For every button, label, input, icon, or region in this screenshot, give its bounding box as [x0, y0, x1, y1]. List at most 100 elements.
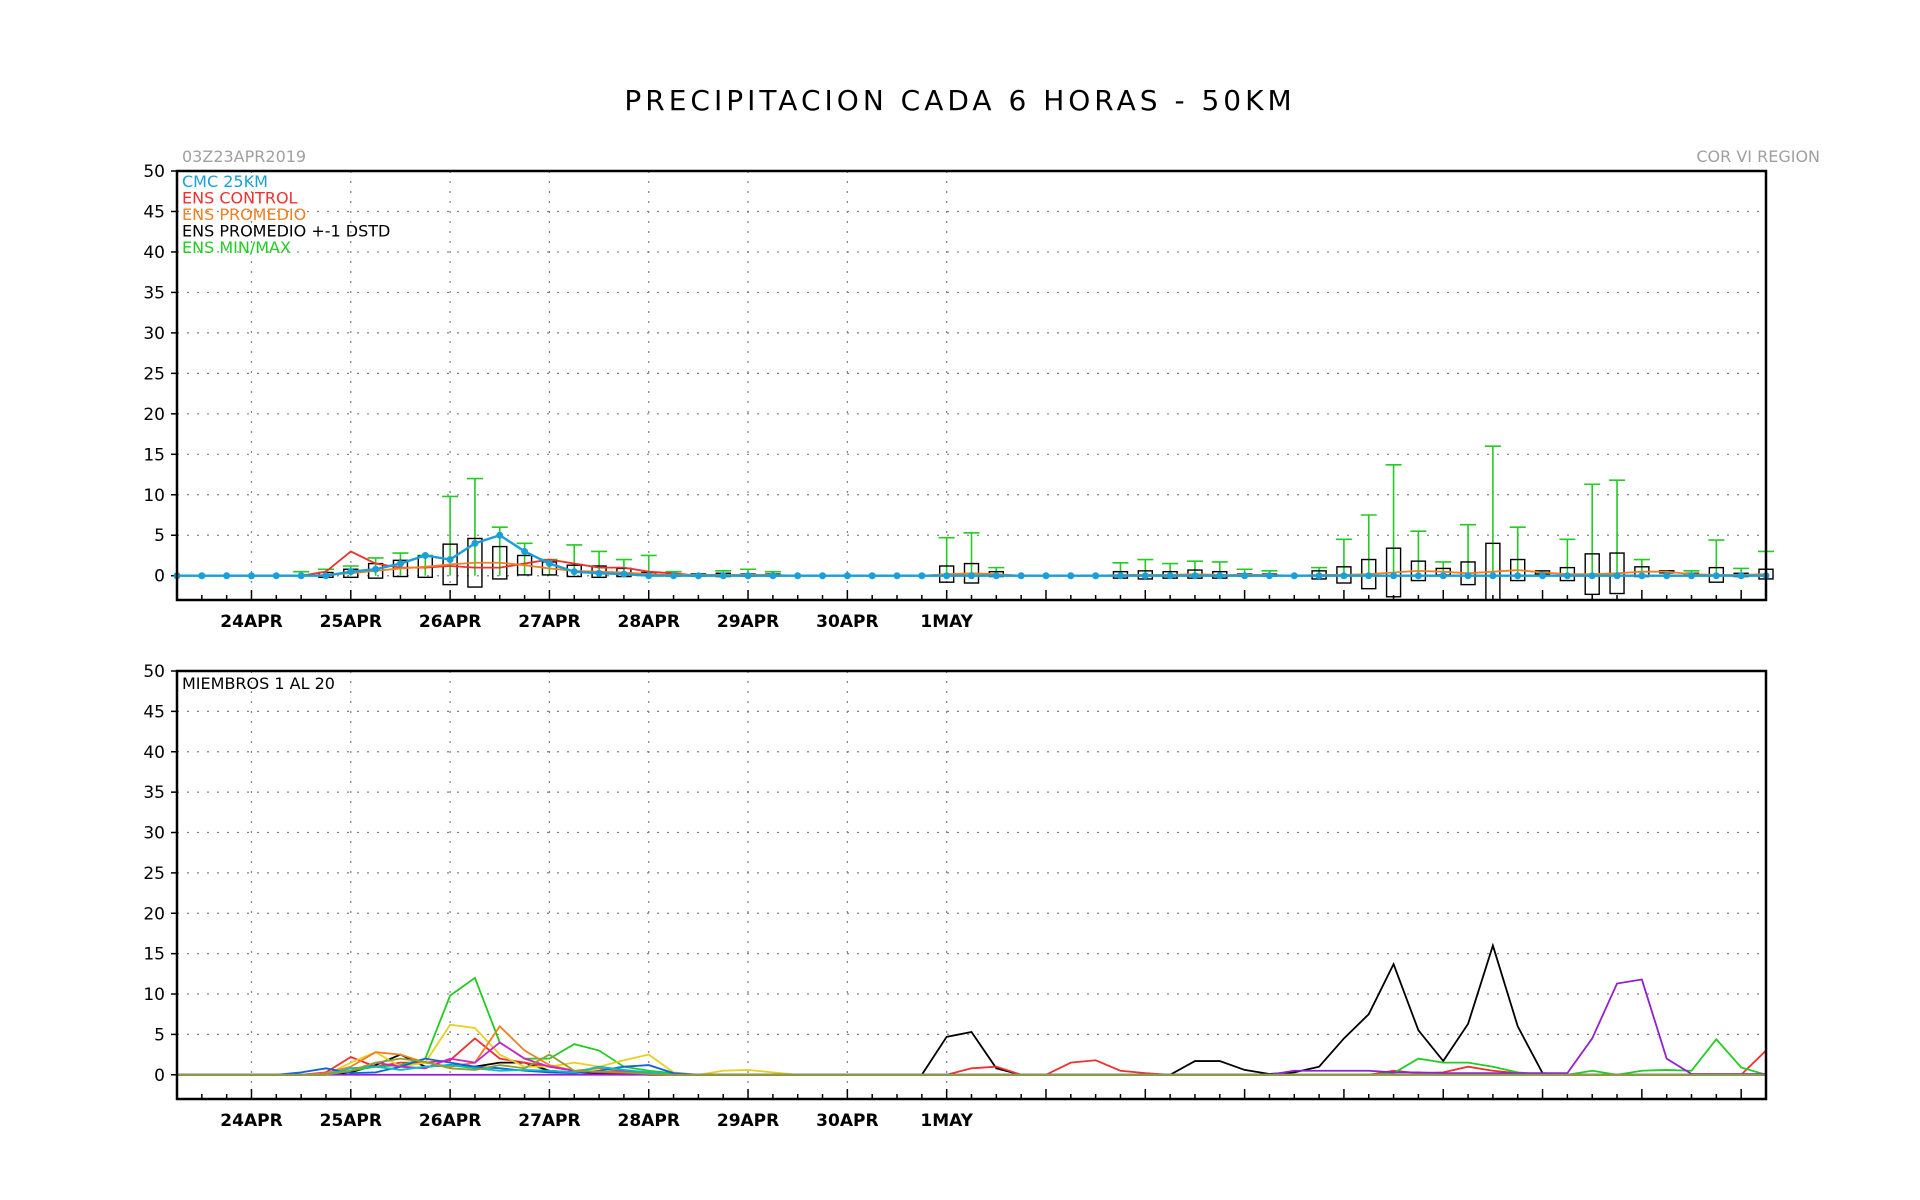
cmc-point — [1166, 572, 1174, 580]
y-tick-label: 0 — [154, 567, 165, 587]
x-tick-label: 30APR — [816, 1111, 878, 1131]
cmc-point — [1514, 572, 1522, 580]
cmc-point — [247, 572, 255, 580]
y-tick-label: 45 — [143, 702, 165, 722]
x-tick-label: 24APR — [220, 1111, 282, 1131]
plot-frame — [175, 669, 1768, 1101]
cmc-point — [1340, 572, 1348, 580]
member-line — [177, 1053, 1766, 1076]
x-tick-label: 25APR — [320, 612, 382, 632]
cmc-point — [1613, 572, 1621, 580]
cmc-point — [347, 568, 355, 576]
cmc-point — [545, 560, 553, 568]
x-tick-label: 29APR — [717, 1111, 779, 1131]
legend-entry: CMC 25KM — [182, 172, 268, 191]
cmc-point — [968, 572, 975, 580]
member-line — [177, 942, 1766, 1076]
y-tick-label: 10 — [143, 985, 165, 1005]
cmc-point — [1315, 572, 1323, 580]
ensemble-summary-panel: 0 5 10 15 20 25 30 35 40 45 50 24APR 25APR 26APR 27APR… — [143, 162, 1774, 632]
cmc-point — [1688, 572, 1696, 580]
cmc-point — [322, 572, 330, 580]
cmc-point — [1265, 572, 1273, 580]
legend-entry: ENS PROMEDIO — [182, 205, 306, 224]
cmc-point — [1737, 572, 1745, 580]
cmc-point — [1712, 572, 1720, 580]
y-tick-label: 50 — [143, 162, 165, 182]
cmc-point — [943, 572, 951, 580]
y-tick-label: 45 — [143, 202, 165, 222]
cmc-point — [1663, 572, 1671, 580]
x-tick-label: 30APR — [816, 612, 878, 632]
legend-entry: ENS MIN/MAX — [182, 238, 291, 257]
cmc-point — [396, 560, 404, 568]
cmc-point — [1141, 572, 1149, 580]
cmc-point — [1042, 572, 1050, 580]
cmc-point — [570, 568, 578, 576]
y-tick-label: 25 — [143, 364, 165, 384]
cmc-point — [297, 572, 305, 580]
cmc-point — [421, 551, 429, 559]
cmc-point — [1439, 572, 1447, 580]
y-tick-label: 25 — [143, 864, 165, 884]
y-tick-label: 20 — [143, 904, 165, 924]
x-tick-label: 26APR — [419, 1111, 481, 1131]
cmc-point — [1489, 572, 1497, 580]
cmc-point — [198, 572, 206, 580]
cmc-point — [446, 556, 454, 564]
x-tick-label: 1MAY — [920, 1111, 973, 1131]
members-panel: 0 5 10 15 20 25 30 35 40 45 50 24APR 25APR 26APR 27APR… — [143, 662, 1768, 1131]
x-tick-label: 25APR — [320, 1111, 382, 1131]
cmc-point — [1116, 572, 1124, 580]
cmc-point — [1067, 572, 1075, 580]
cmc-point — [372, 565, 380, 573]
cmc-point — [1241, 572, 1249, 580]
legend-entry: ENS CONTROL — [182, 189, 298, 208]
cmc-point — [1290, 572, 1298, 580]
x-tick-label: 28APR — [618, 612, 680, 632]
y-tick-label: 15 — [143, 945, 165, 965]
cmc-point — [1017, 572, 1025, 580]
y-tick-label: 5 — [154, 1025, 165, 1045]
cmc-point — [1539, 572, 1547, 580]
cmc-point — [719, 572, 727, 580]
cmc-point — [272, 572, 280, 580]
cmc-point — [645, 572, 653, 580]
cmc-point — [1563, 572, 1571, 580]
cmc-point — [620, 570, 628, 578]
cmc-point — [1588, 572, 1596, 580]
y-tick-label: 0 — [154, 1066, 165, 1086]
cmc-point — [744, 572, 752, 580]
y-tick-label: 15 — [143, 445, 165, 465]
x-tick-label: 1MAY — [920, 612, 973, 632]
cmc-point — [1638, 572, 1646, 580]
cmc-point — [521, 547, 529, 555]
cmc-point — [992, 572, 1000, 580]
cmc-point — [918, 572, 926, 580]
cmc-point — [496, 531, 504, 539]
x-tick-label: 29APR — [717, 612, 779, 632]
y-tick-label: 40 — [143, 243, 165, 263]
x-tick-label: 24APR — [220, 612, 282, 632]
cmc-point — [819, 572, 827, 580]
cmc-point — [1216, 572, 1224, 580]
cmc-point — [471, 539, 479, 547]
init-time-label: 03Z23APR2019 — [182, 147, 306, 166]
cmc-point — [1191, 572, 1199, 580]
y-tick-label: 40 — [143, 743, 165, 763]
y-tick-label: 30 — [143, 824, 165, 844]
cmc-point — [794, 572, 802, 580]
cmc-point — [595, 569, 603, 577]
cmc-point — [769, 572, 777, 580]
x-tick-label: 26APR — [419, 612, 481, 632]
cmc-point — [868, 572, 876, 580]
y-tick-label: 5 — [154, 526, 165, 546]
members-label: MIEMBROS 1 AL 20 — [182, 674, 335, 693]
cmc-point — [1390, 572, 1398, 580]
cmc-point — [1365, 572, 1373, 580]
y-tick-label: 50 — [143, 662, 165, 682]
cmc-point — [694, 572, 702, 580]
region-label: COR VI REGION — [1696, 147, 1820, 166]
x-tick-label: 27APR — [518, 1111, 580, 1131]
